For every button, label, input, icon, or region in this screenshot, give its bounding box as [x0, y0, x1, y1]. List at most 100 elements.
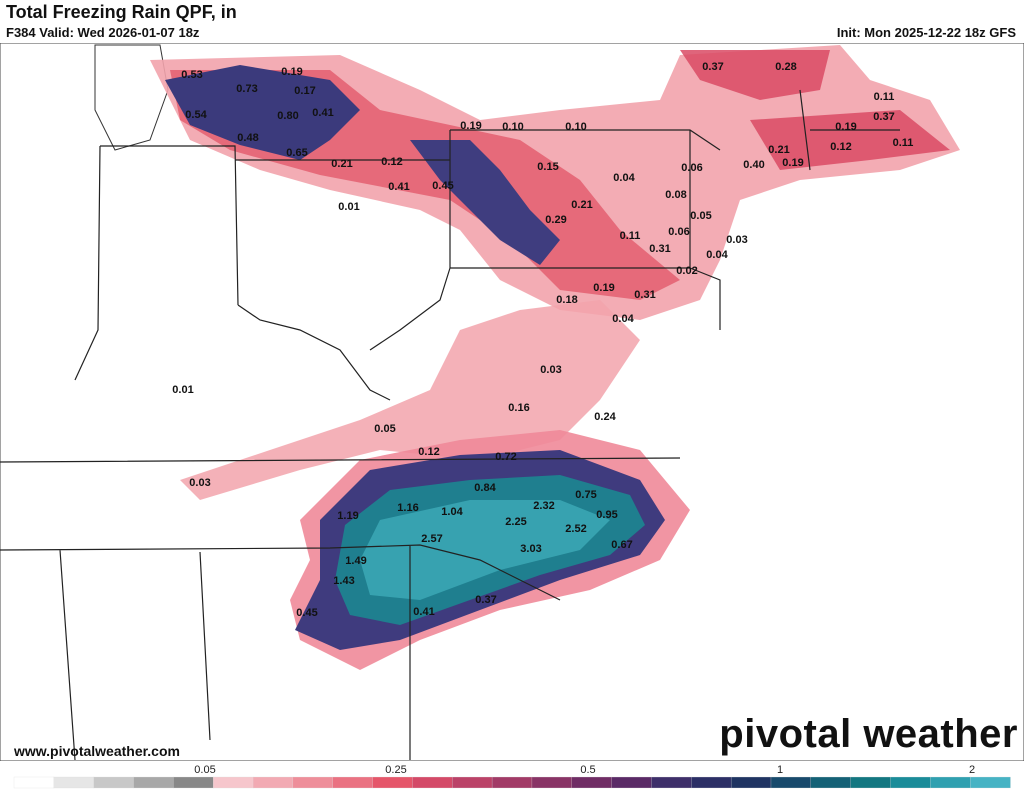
point-value: 2.25: [505, 516, 526, 528]
color-swatch: [730, 776, 772, 789]
point-value: 0.11: [893, 137, 914, 149]
point-value: 0.41: [312, 107, 333, 119]
logo: pivotal weather: [719, 712, 1018, 756]
legend-tick: 0.25: [385, 764, 406, 776]
point-value: 1.16: [397, 502, 418, 514]
legend-tick: 2: [969, 764, 975, 776]
point-value: 0.67: [611, 539, 632, 551]
point-value: 0.73: [236, 83, 257, 95]
point-value: 0.65: [286, 147, 307, 159]
point-value: 0.28: [775, 61, 796, 73]
point-value: 2.32: [533, 500, 554, 512]
point-value: 0.01: [338, 201, 359, 213]
point-value: 0.45: [432, 180, 453, 192]
point-value: 0.16: [508, 402, 529, 414]
color-swatch: [691, 776, 732, 789]
point-value: 1.19: [337, 510, 358, 522]
legend-tick: 1: [777, 764, 783, 776]
point-value: 0.01: [172, 384, 193, 396]
legend-tick: 0.05: [194, 764, 215, 776]
point-value: 0.31: [649, 243, 670, 255]
point-value: 0.19: [460, 120, 481, 132]
point-value: 0.31: [634, 289, 655, 301]
color-swatch: [213, 776, 254, 789]
value-labels: 0.53 0.19 0.73 0.17 0.54 0.80 0.41 0.48 0.65 0.21…: [172, 61, 913, 619]
point-value: 0.21: [331, 158, 352, 170]
point-value: 0.08: [665, 189, 686, 201]
point-value: 0.75: [575, 489, 596, 501]
color-swatch: [890, 776, 931, 789]
site-url: www.pivotalweather.com: [14, 743, 180, 759]
point-value: 0.03: [540, 364, 561, 376]
point-value: 0.04: [612, 313, 634, 325]
point-value: 0.95: [596, 509, 617, 521]
map: 0.53 0.19 0.73 0.17 0.54 0.80 0.41 0.48 0.65 0.21…: [0, 43, 1024, 761]
point-value: 2.57: [421, 533, 442, 545]
color-swatch: [770, 776, 812, 789]
point-value: 0.19: [835, 121, 856, 133]
point-value: 0.17: [294, 85, 315, 97]
color-swatch: [173, 776, 214, 789]
point-value: 0.10: [502, 121, 523, 133]
color-swatch: [970, 776, 1011, 789]
point-value: 1.43: [333, 575, 354, 587]
point-value: 0.05: [374, 423, 395, 435]
color-swatch: [850, 776, 892, 789]
point-value: 0.48: [237, 132, 258, 144]
legend-tick: 0.5: [580, 764, 595, 776]
point-value: 0.02: [676, 265, 697, 277]
point-value: 0.41: [413, 606, 434, 618]
point-value: 0.03: [726, 234, 747, 246]
point-value: 0.03: [189, 477, 210, 489]
point-value: 0.45: [296, 607, 317, 619]
point-value: 0.37: [702, 61, 723, 73]
point-value: 1.04: [441, 506, 463, 518]
color-swatch: [651, 776, 692, 789]
point-value: 0.40: [743, 159, 764, 171]
point-value: 0.18: [556, 294, 577, 306]
point-value: 3.03: [520, 543, 541, 555]
point-value: 0.05: [690, 210, 711, 222]
color-swatch: [571, 776, 613, 789]
color-swatch: [611, 776, 653, 789]
color-swatch: [292, 776, 334, 789]
point-value: 0.12: [418, 446, 439, 458]
point-value: 0.53: [181, 69, 202, 81]
point-value: 0.21: [571, 199, 592, 211]
point-value: 0.80: [277, 110, 298, 122]
point-value: 0.37: [475, 594, 496, 606]
point-value: 2.52: [565, 523, 586, 535]
point-value: 0.84: [474, 482, 496, 494]
point-value: 0.19: [593, 282, 614, 294]
point-value: 0.24: [594, 411, 616, 423]
color-bar: 0.05 0.25 0.5 1 2: [13, 764, 1011, 789]
color-swatch: [133, 776, 175, 789]
color-swatch: [412, 776, 453, 789]
point-value: 0.11: [620, 230, 641, 242]
color-swatch: [93, 776, 135, 789]
point-value: 0.41: [388, 181, 409, 193]
color-swatch: [810, 776, 852, 789]
point-value: 0.04: [613, 172, 635, 184]
color-swatch: [53, 776, 95, 789]
point-value: 0.10: [565, 121, 586, 133]
point-value: 0.72: [495, 451, 516, 463]
point-value: 0.06: [681, 162, 702, 174]
color-swatch: [930, 776, 971, 789]
color-swatch: [372, 776, 414, 789]
color-swatch: [452, 776, 493, 789]
color-swatch: [332, 776, 374, 789]
point-value: 0.21: [768, 144, 789, 156]
point-value: 0.15: [537, 161, 558, 173]
point-value: 0.54: [185, 109, 207, 121]
point-value: 0.29: [545, 214, 566, 226]
point-value: 0.11: [874, 91, 895, 103]
title: Total Freezing Rain QPF, in: [6, 2, 237, 22]
point-value: 0.19: [281, 66, 302, 78]
color-swatch: [252, 776, 294, 789]
init-time: Init: Mon 2025-12-22 18z GFS: [836, 25, 1016, 40]
point-value: 1.49: [345, 555, 366, 567]
point-value: 0.12: [381, 156, 402, 168]
color-swatch: [531, 776, 573, 789]
